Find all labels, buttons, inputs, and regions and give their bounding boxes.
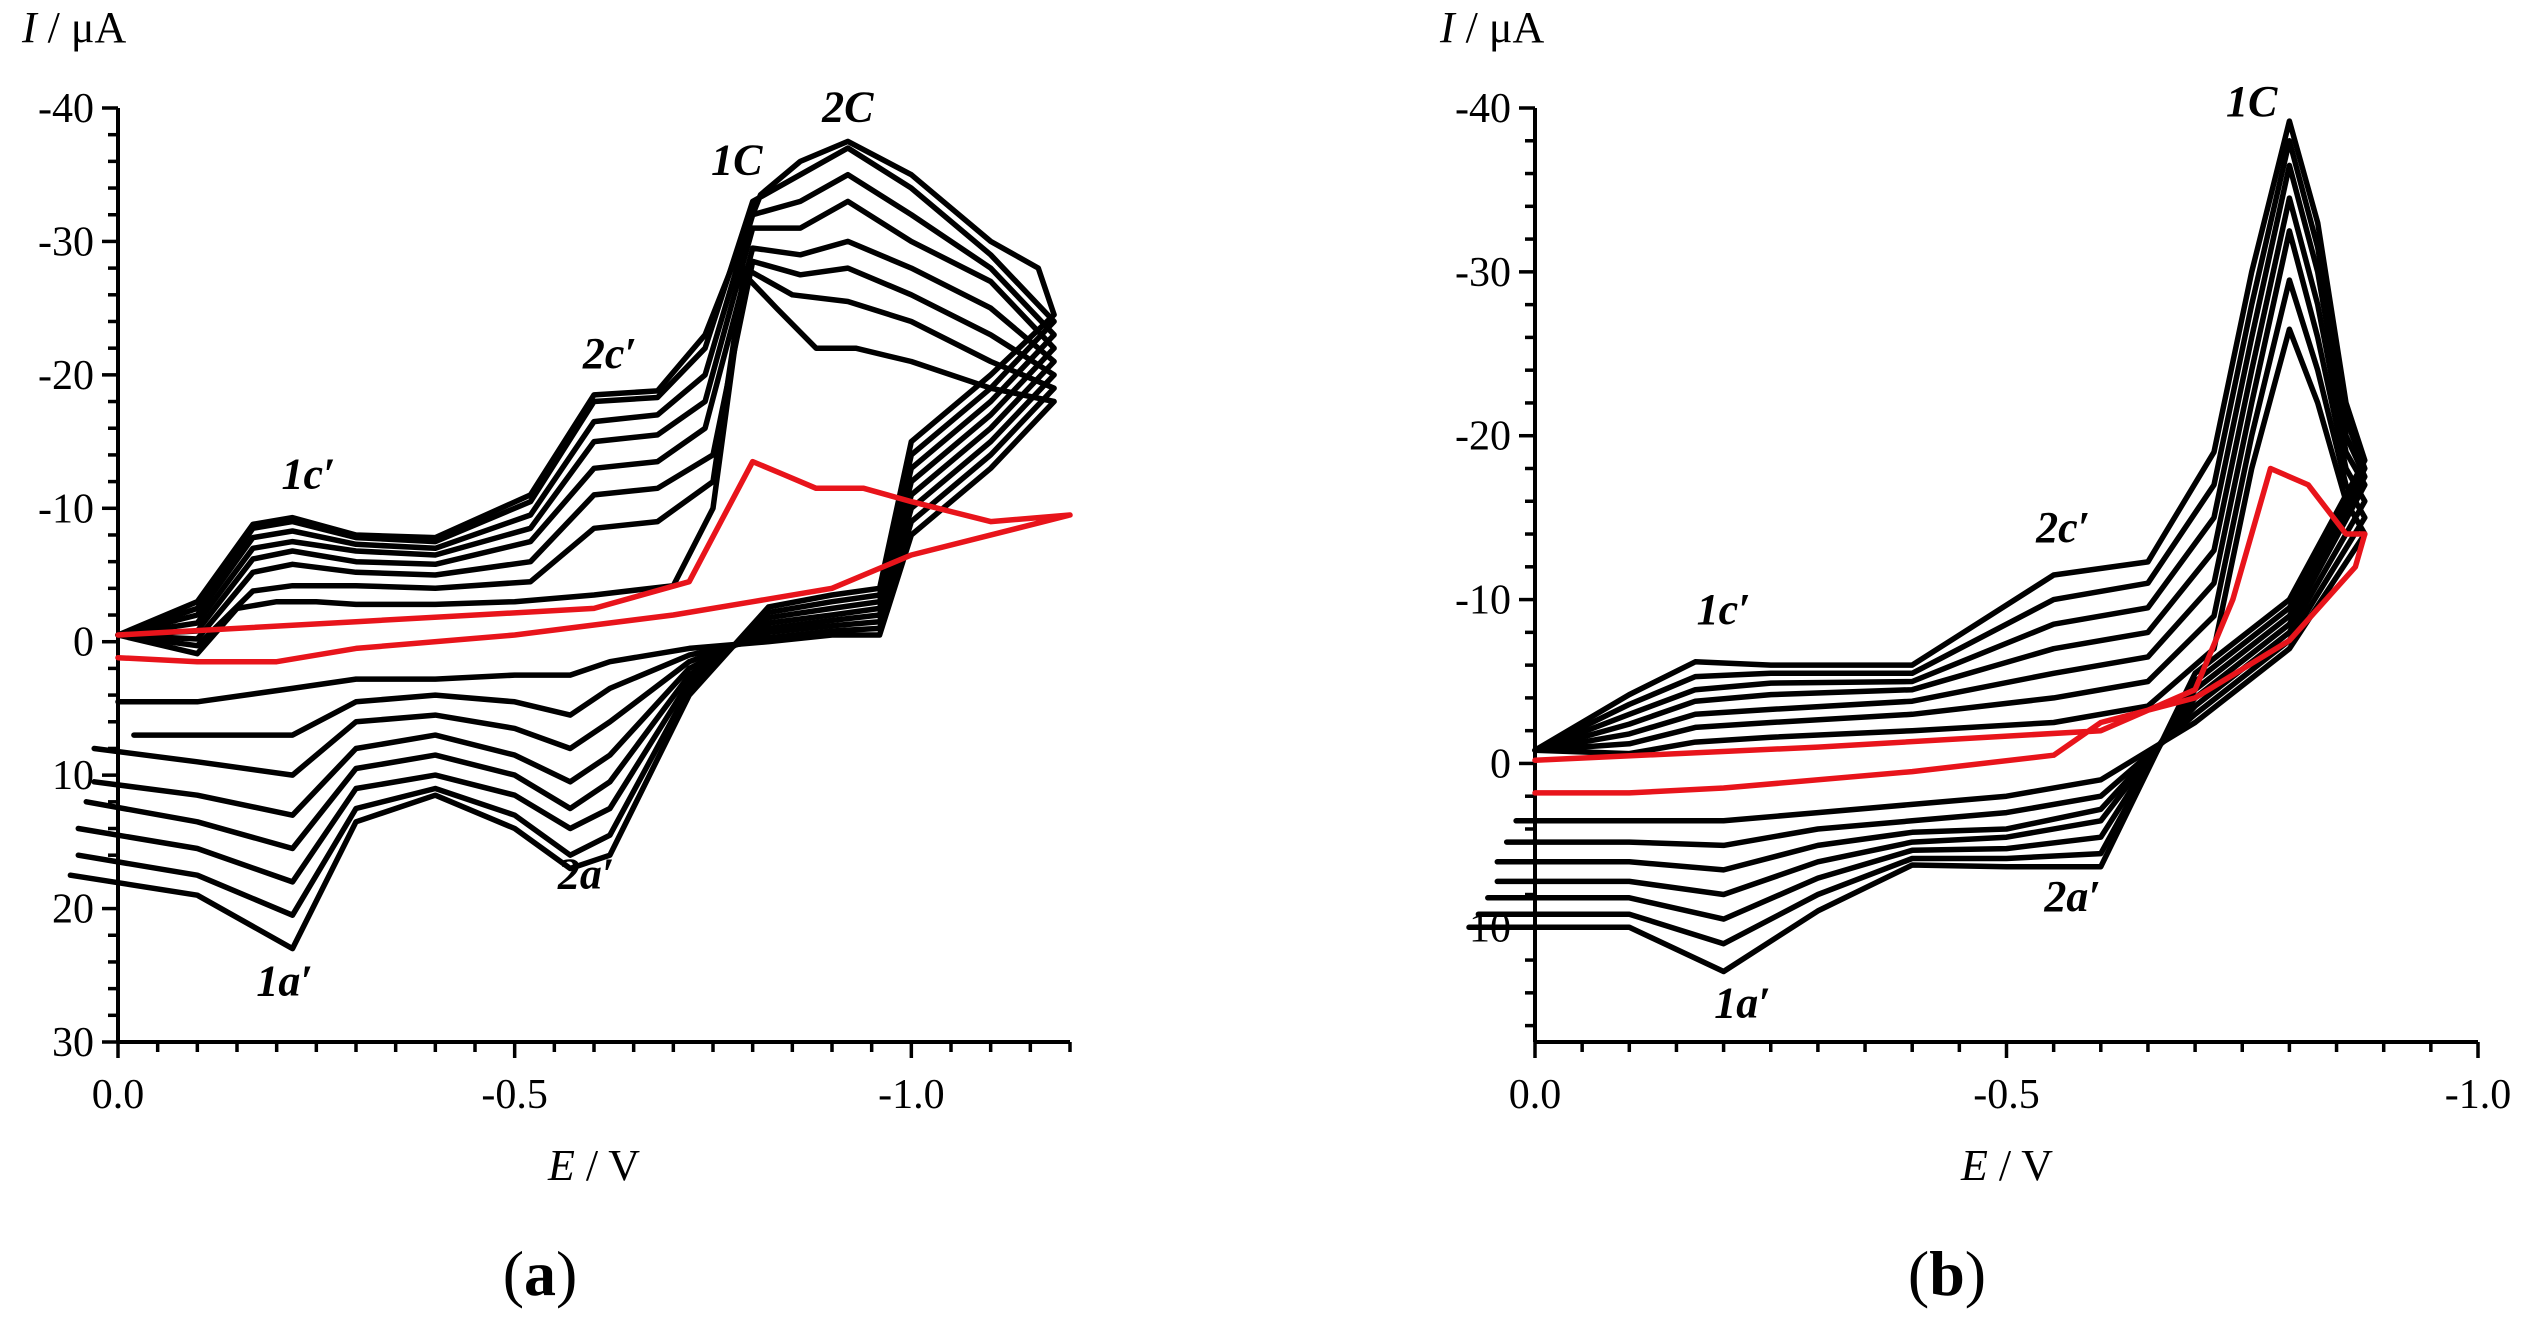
peak-label: 1a′ <box>1714 978 1770 1027</box>
cv-curve-cycle-6 <box>75 171 1057 885</box>
panel-label: (a) <box>503 1238 578 1309</box>
y-tick-label: 10 <box>52 753 94 799</box>
y-tick-label: -20 <box>38 353 94 399</box>
peak-label: 2c′ <box>2035 503 2090 552</box>
peak-label: 2C <box>821 82 874 131</box>
cv-curve-cycle-1 <box>115 272 1057 705</box>
x-axis-symbol: E <box>1960 1141 1988 1190</box>
cv-curve-cycle-2 <box>115 265 1057 738</box>
y-tick-label: 20 <box>52 887 94 933</box>
cv-curve-cycle-4 <box>1494 195 2368 898</box>
y-axis-symbol: I <box>1439 3 1457 52</box>
x-tick-label: -0.5 <box>481 1072 548 1118</box>
x-tick-label: -1.0 <box>2445 1072 2512 1118</box>
y-axis-symbol: I <box>21 3 39 52</box>
y-tick-label: 0 <box>73 620 94 666</box>
y-tick-label: 30 <box>52 1020 94 1066</box>
cv-curve-cycle-4 <box>91 238 1057 818</box>
cv-curve-blank <box>115 458 1073 665</box>
x-tick-label: 0.0 <box>1509 1072 1562 1118</box>
y-tick-label: -10 <box>1455 578 1511 624</box>
panel-label: (b) <box>1908 1238 1986 1309</box>
peak-label: 2a′ <box>2043 872 2100 921</box>
cv-curve-cycle-6 <box>1475 138 2368 947</box>
peak-label: 1C <box>2226 77 2278 126</box>
cv-curve-cycle-3 <box>1494 228 2368 873</box>
x-axis-title: E / V <box>1960 1141 2053 1190</box>
cv-curve-cycle-5 <box>1485 162 2368 922</box>
cv-curve-cycle-1 <box>1513 326 2368 824</box>
cv-curve-cycle-7 <box>1466 118 2368 975</box>
x-axis-unit: V <box>608 1141 640 1190</box>
x-axis-title: E / V <box>547 1141 640 1190</box>
peak-label: 2a′ <box>557 850 614 899</box>
cv-curve-cycle-8 <box>67 138 1057 952</box>
y-axis-unit: μA <box>1489 3 1545 52</box>
chart-panel-a: -40 -30 -20 -10 0 10 20 30 0.0 -0.5 -1.0 I / μA E / … <box>21 3 1073 1309</box>
x-axis-symbol: E <box>547 1141 575 1190</box>
y-axis-title: I / μA <box>1439 3 1544 52</box>
x-tick-label: 0.0 <box>92 1072 145 1118</box>
x-tick-label: -0.5 <box>1973 1072 2040 1118</box>
y-axis-unit: μA <box>71 3 127 52</box>
x-axis-slash: / <box>1988 1141 2021 1190</box>
y-tick-label: -20 <box>1455 414 1511 460</box>
y-axis-slash: / <box>1455 3 1489 52</box>
cv-curve-cycle-7 <box>75 145 1057 918</box>
y-tick-label: 0 <box>1490 741 1511 787</box>
peak-label: 1a′ <box>256 956 312 1005</box>
peak-label: 2c′ <box>582 329 637 378</box>
x-axis-unit: V <box>2021 1141 2053 1190</box>
cv-curve-cycle-2 <box>1503 277 2368 849</box>
cv-curve-blank <box>1532 465 2368 796</box>
x-axis-slash: / <box>575 1141 608 1190</box>
y-axis-title: I / μA <box>21 3 126 52</box>
y-tick-label: -30 <box>38 219 94 265</box>
peak-label: 1C <box>711 136 763 185</box>
y-tick-label: -40 <box>38 86 94 132</box>
y-axis-slash: / <box>37 3 71 52</box>
y-tick-label: -10 <box>38 486 94 532</box>
y-tick-label: -30 <box>1455 250 1511 296</box>
peak-label: 1c′ <box>281 449 335 498</box>
y-tick-label: -40 <box>1455 86 1511 132</box>
x-tick-label: -1.0 <box>878 1072 945 1118</box>
cv-curve-cycle-5 <box>83 198 1057 852</box>
peak-label: 1c′ <box>1697 585 1751 634</box>
